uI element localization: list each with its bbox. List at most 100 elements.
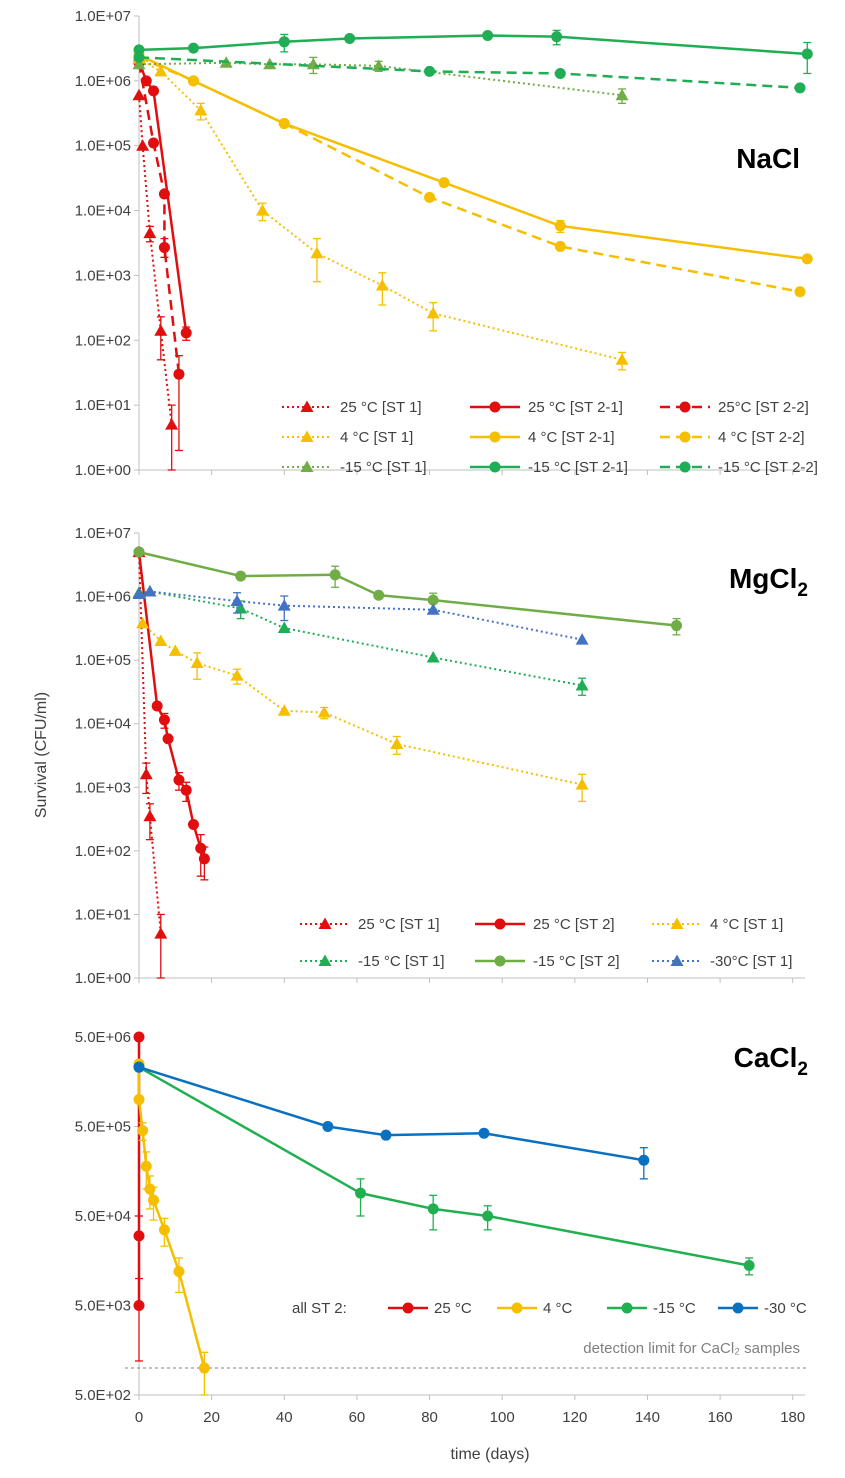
legend-marker (621, 1302, 633, 1314)
data-point (322, 1121, 334, 1132)
data-point (154, 324, 168, 336)
data-point (158, 1224, 170, 1236)
legend-marker (670, 954, 684, 966)
data-point (482, 1210, 494, 1222)
series-line (141, 622, 583, 786)
legend-marker (494, 918, 506, 930)
data-point (133, 546, 145, 558)
y-tick-label: 1.0E+07 (75, 525, 131, 542)
cacl2-panel-title: CaCl2 (734, 1042, 808, 1080)
y-tick-label: 1.0E+05 (75, 138, 131, 155)
series--15-c-st-2-2- (133, 51, 806, 94)
legend-label: 25°C [ST 2-2] (718, 399, 809, 416)
y-tick-label: 1.0E+04 (75, 203, 131, 220)
data-point (154, 927, 168, 939)
data-point (133, 1300, 145, 1311)
title-text: NaCl (736, 143, 800, 174)
legend-marker (300, 400, 314, 412)
title-subscript: 2 (797, 1059, 808, 1080)
data-point (278, 36, 290, 48)
legend-label: -30 °C (764, 1300, 807, 1317)
y-tick-label: 1.0E+01 (75, 397, 131, 414)
data-point (133, 1061, 145, 1073)
data-point (278, 118, 290, 130)
legend-label: 25 °C [ST 2-1] (528, 399, 623, 416)
data-point (235, 570, 247, 582)
data-point (194, 103, 208, 116)
series--30-c-st-1- (132, 585, 589, 645)
data-point (187, 42, 199, 54)
data-point (306, 57, 320, 70)
legend-label: -15 °C [ST 2-2] (718, 459, 818, 476)
legend: all ST 2: 25 °C 4 °C -15 °C -30 °C (292, 1300, 807, 1317)
data-point (136, 139, 150, 151)
data-point (144, 1183, 156, 1195)
series--15-c-st-2-1- (133, 29, 813, 75)
data-point (143, 809, 157, 822)
legend-label: -15 °C [ST 1] (340, 459, 427, 476)
series-line (138, 1065, 645, 1162)
data-point (151, 700, 163, 712)
data-point (638, 1154, 650, 1166)
x-tick-label: 180 (780, 1409, 805, 1426)
y-tick-label: 1.0E+03 (75, 267, 131, 284)
data-point (173, 1265, 185, 1277)
mgcl2-panel: 1.0E+07 1.0E+06 1.0E+05 1.0E+04 1.0E+03 1.0E+… (75, 525, 808, 987)
data-point (426, 306, 440, 319)
data-point (132, 57, 146, 70)
data-point (482, 30, 494, 42)
series-25-c-st-1- (132, 88, 179, 471)
data-point (344, 32, 356, 44)
y-tick-label: 1.0E+06 (75, 589, 131, 606)
data-point (310, 246, 324, 259)
y-tick-label: 1.0E+00 (75, 462, 131, 479)
data-point (198, 1362, 210, 1374)
data-point (317, 706, 331, 718)
series--15-c-st-2- (133, 546, 683, 636)
legend: 25 °C [ST 1] 25 °C [ST 2] 4 °C [ST 1] -15 °… (300, 916, 792, 970)
y-tick-label: 5.0E+03 (75, 1298, 131, 1315)
mgcl2-panel-title: MgCl2 (729, 563, 808, 601)
series-line (138, 56, 801, 90)
data-point (426, 651, 440, 663)
legend-marker (402, 1302, 414, 1314)
data-point (743, 1259, 755, 1271)
data-point (154, 634, 168, 647)
data-point (551, 31, 563, 43)
data-point (380, 1129, 392, 1141)
data-point (187, 818, 199, 830)
x-tick-label: 60 (349, 1409, 366, 1426)
y-tick-label: 1.0E+03 (75, 779, 131, 796)
series-4-c-st-2-2- (133, 51, 806, 298)
legend-marker (300, 430, 314, 442)
series-25-c-st-1- (132, 545, 168, 979)
x-tick-label: 100 (490, 1409, 515, 1426)
detection-limit-annotation: detection limit for CaCl₂ samples (583, 1340, 800, 1357)
data-point (375, 278, 389, 291)
data-point (139, 767, 153, 780)
data-point (154, 64, 168, 77)
data-point (143, 585, 157, 597)
data-point (255, 204, 269, 216)
x-tick-label: 20 (203, 1409, 220, 1426)
y-tick-label: 1.0E+02 (75, 332, 131, 349)
data-point (355, 1187, 367, 1199)
data-point (794, 82, 806, 94)
data-point (195, 842, 207, 854)
y-tick-label: 1.0E+07 (75, 8, 131, 25)
series-line (138, 53, 808, 261)
data-point (373, 589, 385, 601)
series-line (137, 1063, 206, 1369)
legend-label: -15 °C (653, 1300, 696, 1317)
x-tick-label: 120 (562, 1409, 587, 1426)
series-4-c-st-2-1- (133, 49, 813, 265)
x-tick-label: 160 (708, 1409, 733, 1426)
data-point (554, 240, 566, 252)
data-point (427, 594, 439, 606)
legend-label: 25 °C [ST 1] (340, 399, 422, 416)
data-point (390, 737, 404, 749)
x-tick-label: 0 (135, 1409, 143, 1426)
data-point (133, 51, 145, 63)
data-point (133, 1031, 145, 1043)
series-line (138, 552, 162, 934)
